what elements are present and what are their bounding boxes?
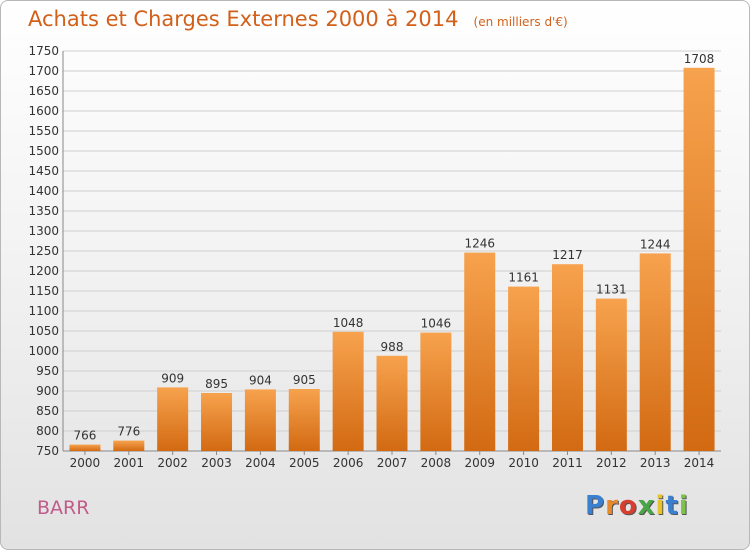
- x-tick-label: 2012: [596, 456, 627, 470]
- x-tick-label: 2014: [684, 456, 715, 470]
- bar: [69, 444, 101, 451]
- data-label: 909: [161, 371, 184, 385]
- logo-letter: i: [678, 491, 689, 521]
- x-tick-label: 2008: [421, 456, 452, 470]
- bar: [332, 331, 364, 451]
- y-tick-label: 1400: [28, 184, 59, 198]
- data-label: 988: [381, 340, 404, 354]
- bar: [244, 389, 276, 451]
- x-tick-label: 2013: [640, 456, 671, 470]
- y-tick-label: 1250: [28, 244, 59, 258]
- y-tick-label: 1500: [28, 144, 59, 158]
- bar: [376, 355, 408, 451]
- commune-name: BARR: [37, 497, 90, 519]
- logo-letter: P: [585, 491, 606, 521]
- data-labels: 766 776 909 895 904 905 1048 988 1046 1246 1161 121…: [73, 52, 714, 443]
- x-tick-label: 2011: [552, 456, 583, 470]
- data-label: 1161: [508, 271, 539, 285]
- y-tick-label: 800: [36, 424, 59, 438]
- data-label: 1048: [333, 316, 364, 330]
- y-tick-label: 1550: [28, 124, 59, 138]
- y-tick-label: 1750: [28, 44, 59, 58]
- x-tick-label: 2000: [70, 456, 101, 470]
- chart-title-block: Achats et Charges Externes 2000 à 2014 (…: [28, 7, 568, 31]
- proxiti-logo: Proxiti: [585, 491, 689, 521]
- bar: [639, 253, 671, 451]
- chart-title: Achats et Charges Externes 2000 à 2014: [28, 7, 459, 31]
- bar: [595, 298, 627, 451]
- y-tick-label: 1100: [28, 304, 59, 318]
- x-tick-label: 2005: [289, 456, 320, 470]
- bar: [157, 387, 189, 451]
- logo-letter: o: [618, 491, 638, 521]
- x-tick-label: 2003: [201, 456, 232, 470]
- data-label: 1246: [464, 237, 495, 251]
- data-label: 1046: [421, 317, 452, 331]
- chart-unit: (en milliers d'€): [473, 15, 568, 29]
- y-tick-label: 1450: [28, 164, 59, 178]
- data-label: 1217: [552, 248, 583, 262]
- y-tick-label: 850: [36, 404, 59, 418]
- data-label: 904: [249, 373, 272, 387]
- data-label: 905: [293, 373, 316, 387]
- bar: [683, 67, 715, 452]
- y-tick-label: 950: [36, 364, 59, 378]
- bar: [464, 252, 496, 451]
- y-tick-label: 1300: [28, 224, 59, 238]
- y-tick-label: 750: [36, 444, 59, 458]
- bars: [69, 67, 715, 452]
- y-tick-label: 1000: [28, 344, 59, 358]
- y-tick-label: 1150: [28, 284, 59, 298]
- data-label: 895: [205, 377, 228, 391]
- data-label: 776: [117, 425, 140, 439]
- y-tick-label: 1700: [28, 64, 59, 78]
- bar: [113, 440, 145, 451]
- y-tick-label: 1200: [28, 264, 59, 278]
- x-tick-label: 2006: [333, 456, 364, 470]
- y-tick-label: 900: [36, 384, 59, 398]
- bar: [508, 286, 540, 451]
- bar: [551, 264, 583, 451]
- x-tick-label: 2001: [114, 456, 145, 470]
- logo-letter: i: [655, 491, 666, 521]
- data-label: 1131: [596, 283, 627, 297]
- x-tick-label: 2009: [464, 456, 495, 470]
- y-tick-label: 1050: [28, 324, 59, 338]
- bar: [420, 332, 452, 451]
- bar: [288, 389, 320, 451]
- x-tick-label: 2007: [377, 456, 408, 470]
- data-label: 766: [73, 429, 96, 443]
- y-axis-ticks: 750 800 850 900 950 1000 1050 1100 1150 1200 1250 1…: [28, 44, 59, 458]
- data-label: 1708: [684, 52, 715, 66]
- logo-letter: x: [637, 491, 656, 521]
- x-tick-label: 2002: [157, 456, 188, 470]
- x-axis-ticks: 2000 2001 2002 2003 2004 2005 2006 2007 2008 2009…: [70, 451, 715, 470]
- x-tick-label: 2010: [508, 456, 539, 470]
- bar: [201, 393, 233, 451]
- y-tick-label: 1350: [28, 204, 59, 218]
- y-tick-label: 1650: [28, 84, 59, 98]
- x-tick-label: 2004: [245, 456, 276, 470]
- data-label: 1244: [640, 237, 671, 251]
- logo-letter: r: [605, 491, 619, 521]
- y-tick-label: 1600: [28, 104, 59, 118]
- logo-letter: t: [665, 491, 679, 521]
